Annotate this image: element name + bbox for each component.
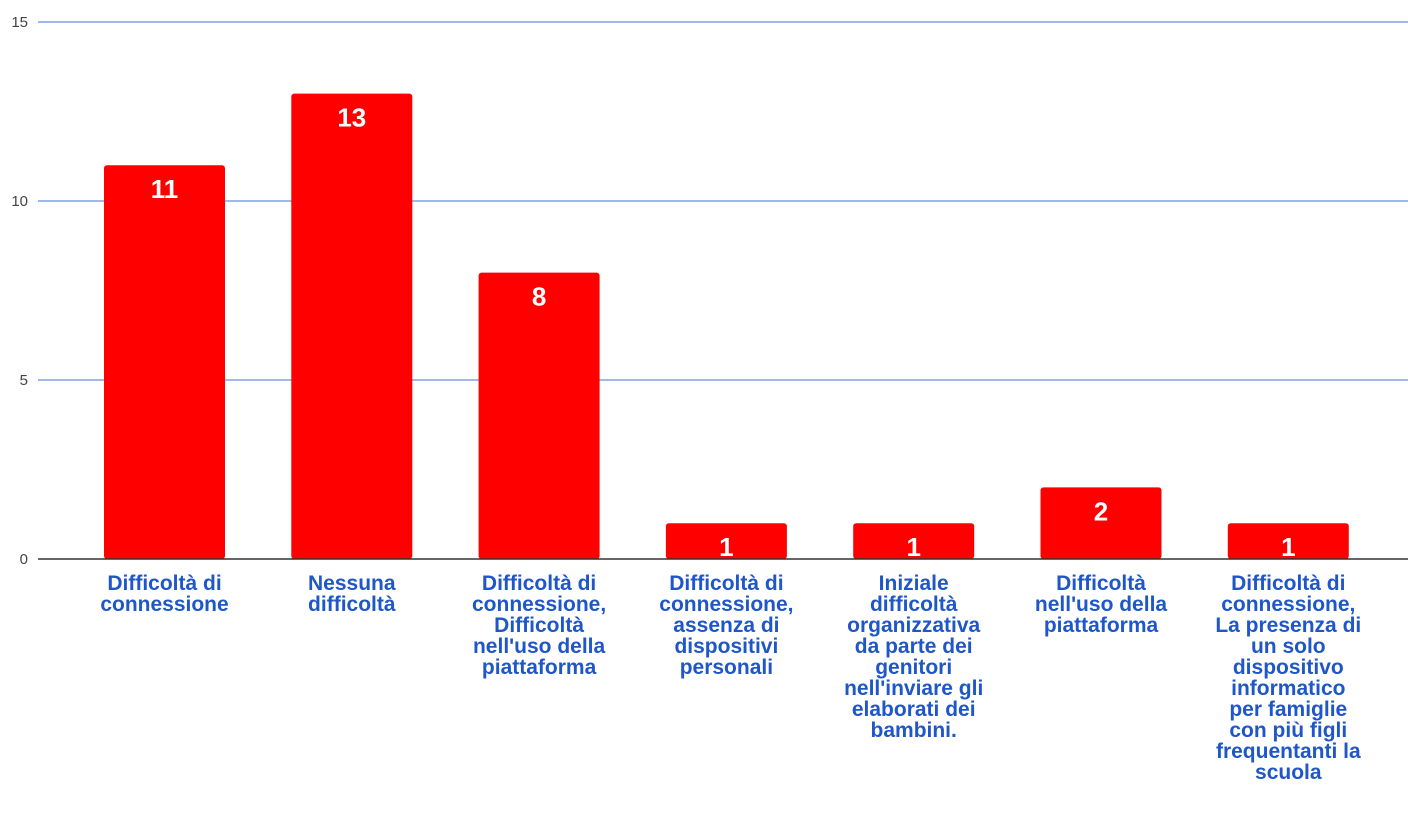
x-tick-label-line: piattaforma [482, 656, 597, 679]
x-tick-label-line: bambini. [871, 719, 957, 742]
x-tick-label: Difficoltà di connessione, La presenza di u… [1215, 572, 1361, 784]
x-tick-label: Nessuna difficoltà [308, 572, 396, 616]
x-tick-label-line: Difficoltà [494, 614, 584, 637]
x-tick-label-line: informatico [1231, 677, 1345, 700]
bar [665, 523, 787, 559]
x-tick-label-line: dispositivo [1233, 656, 1344, 679]
x-tick-label-line: frequentanti la [1216, 740, 1361, 763]
x-tick-label-line: connessione, [1221, 593, 1355, 616]
data-label: 13 [337, 103, 366, 133]
x-tick-label-line: dispositivi [674, 635, 778, 658]
x-tick-label-line: assenza di [673, 614, 779, 637]
x-tick-label-line: con più figli [1229, 719, 1347, 742]
bar [478, 272, 600, 559]
x-tick-label-line: Difficoltà [1056, 572, 1146, 595]
y-tick-label: 0 [20, 551, 28, 568]
x-tick-label-line: Difficoltà di [482, 572, 596, 595]
data-label: 1 [906, 532, 920, 562]
x-tick-label-line: un solo [1251, 635, 1326, 658]
x-tick-label-line: La presenza di [1215, 614, 1361, 637]
x-tick-label-line: Nessuna [308, 572, 396, 595]
x-tick-label-line: connessione, [659, 593, 793, 616]
x-tick-label-line: organizzativa [847, 614, 980, 637]
data-label: 1 [719, 532, 733, 562]
x-tick-label-line: personali [680, 656, 773, 679]
bar [1040, 487, 1162, 559]
data-label: 1 [1281, 532, 1295, 562]
x-tick-label-line: difficoltà [870, 593, 958, 616]
x-tick-label-line: nell'uso della [473, 635, 606, 658]
x-tick-label: Difficoltà nell'uso della piattaforma [1035, 572, 1168, 637]
x-tick-label-line: scuola [1255, 761, 1322, 784]
data-label: 2 [1094, 496, 1108, 526]
x-tick-label-line: elaborati dei [852, 698, 976, 721]
y-tick-label: 5 [20, 372, 28, 389]
x-tick-label-line: connessione [100, 593, 228, 616]
y-tick-label: 10 [11, 193, 28, 210]
x-tick-label-line: Difficoltà di [1231, 572, 1345, 595]
bar [291, 93, 413, 559]
bar [853, 523, 975, 559]
x-tick-label-line: Iniziale [879, 572, 949, 595]
x-tick-label-line: Difficoltà di [107, 572, 221, 595]
x-tick-label-line: connessione, [472, 593, 606, 616]
x-tick-label-line: nell'uso della [1035, 593, 1168, 616]
x-tick-label: Iniziale difficoltà organizzativa da parte … [844, 572, 983, 742]
x-tick-label: Difficoltà di connessione, Difficoltà nell'… [472, 572, 606, 679]
x-tick-label-line: da parte dei [855, 635, 973, 658]
data-label: 8 [532, 282, 546, 312]
x-tick-label-line: Difficoltà di [669, 572, 783, 595]
x-tick-label-line: nell'inviare gli [844, 677, 983, 700]
y-tick-label: 15 [11, 14, 28, 31]
x-tick-label-line: genitori [875, 656, 952, 679]
data-label: 11 [151, 174, 179, 204]
x-tick-label: Difficoltà di connessione, assenza di dispo… [659, 572, 793, 679]
x-tick-label: Difficoltà di connessione [100, 572, 228, 616]
x-tick-label-line: piattaforma [1044, 614, 1159, 637]
x-tick-label-line: per famiglie [1229, 698, 1347, 721]
bar [1227, 523, 1349, 559]
x-tick-label-line: difficoltà [308, 593, 396, 616]
bar [104, 165, 225, 559]
